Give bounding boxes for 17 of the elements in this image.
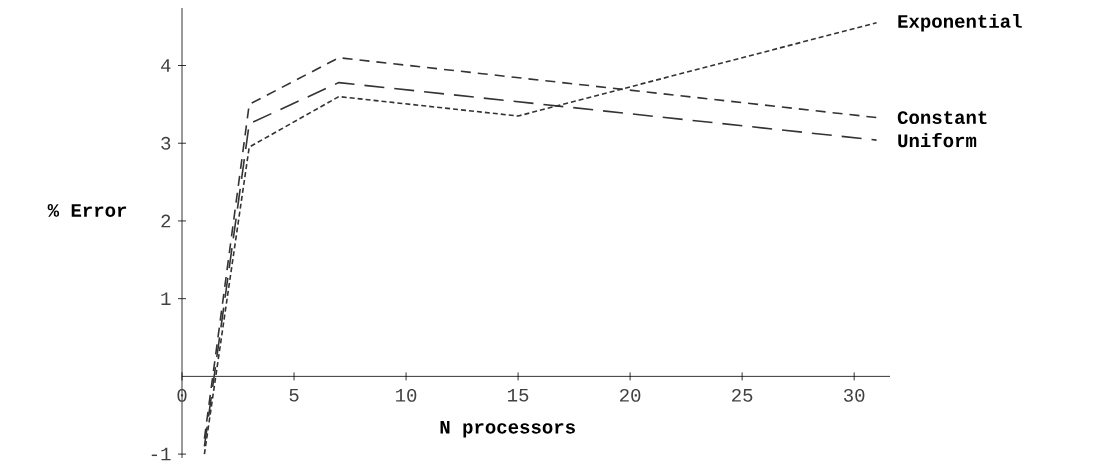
y-tick-label: 1 <box>161 292 171 305</box>
x-tick-label: 30 <box>843 388 865 402</box>
x-axis-title: N processors <box>440 420 575 438</box>
x-tick-label: 15 <box>508 388 529 402</box>
y-tick-label: 4 <box>161 59 171 72</box>
x-tick-label: 10 <box>396 388 417 402</box>
series-label: Exponential <box>898 13 1022 32</box>
x-tick-label: 25 <box>732 388 753 402</box>
y-tick-label: 3 <box>161 136 171 150</box>
y-axis-title: % Error <box>47 204 127 217</box>
x-tick-label: 5 <box>289 388 299 402</box>
y-tick-label: 2 <box>161 214 171 228</box>
y-tick-label: -1 <box>151 447 171 461</box>
series-label: Constant <box>897 111 987 125</box>
x-tick-label: 20 <box>620 388 641 402</box>
x-tick-label: 0 <box>177 388 187 402</box>
series-label: Uniform <box>898 133 977 148</box>
